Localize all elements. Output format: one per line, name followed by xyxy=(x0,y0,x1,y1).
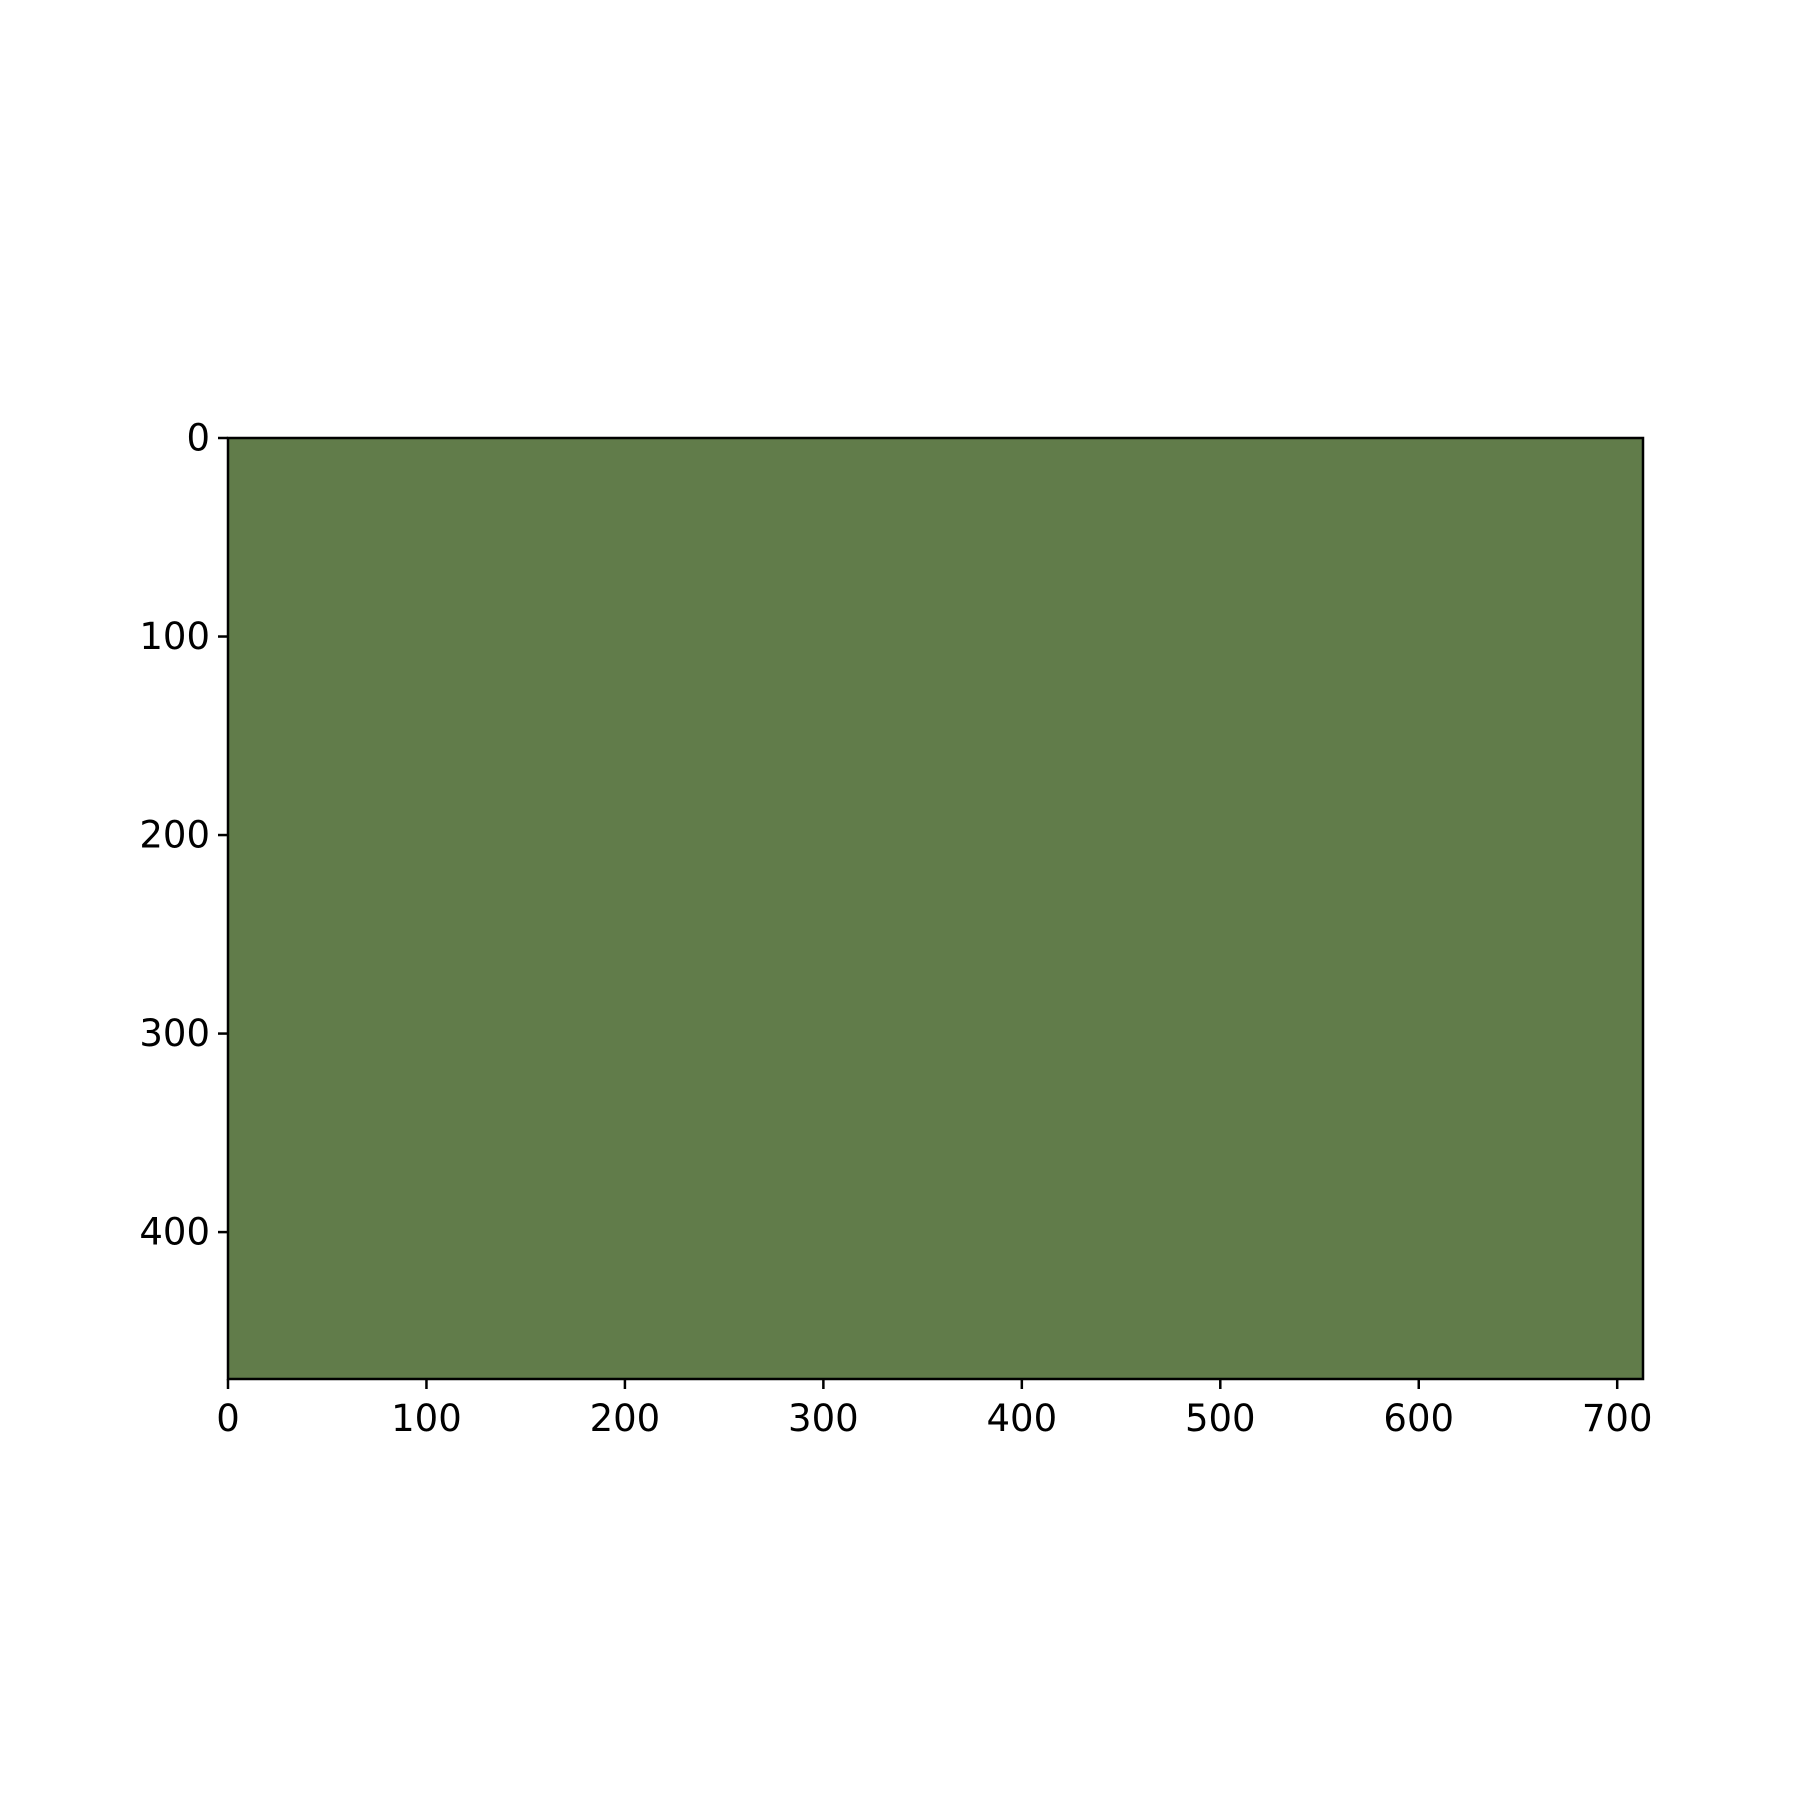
y-tick-label: 300 xyxy=(139,1012,210,1055)
x-tick-label: 200 xyxy=(590,1397,661,1440)
y-tick-label: 100 xyxy=(139,615,210,658)
y-ticks: 0 100 200 300 400 xyxy=(139,417,228,1254)
x-tick-label: 700 xyxy=(1582,1397,1653,1440)
y-tick-label: 0 xyxy=(186,417,210,460)
x-tick-label: 500 xyxy=(1185,1397,1256,1440)
x-ticks: 0 100 200 300 400 500 600 700 xyxy=(216,1379,1653,1440)
y-tick-label: 200 xyxy=(139,814,210,857)
x-tick-label: 600 xyxy=(1383,1397,1454,1440)
axes-frame xyxy=(226,436,1645,1381)
x-tick-label: 300 xyxy=(788,1397,859,1440)
x-tick-label: 0 xyxy=(216,1397,240,1440)
x-tick-label: 400 xyxy=(987,1397,1058,1440)
image-area xyxy=(228,438,1643,1379)
x-tick-label: 100 xyxy=(391,1397,462,1440)
y-tick-label: 400 xyxy=(139,1211,210,1254)
